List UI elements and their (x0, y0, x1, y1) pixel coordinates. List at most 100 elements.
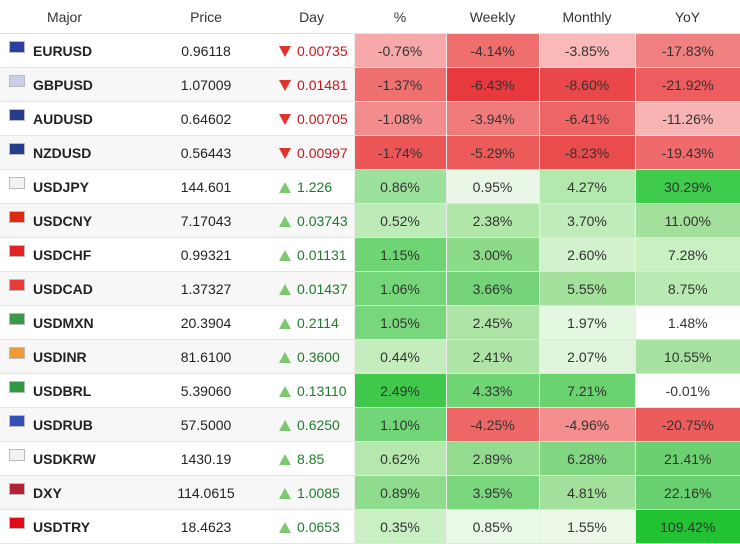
col-header-major[interactable]: Major (0, 0, 144, 34)
table-row[interactable]: USDCAD 1.37327 0.01437 1.06% 3.66% 5.55%… (0, 271, 740, 306)
col-header-price[interactable]: Price (143, 0, 270, 34)
down-triangle-icon (279, 114, 292, 126)
day-change-cell: 0.6250 (269, 407, 355, 442)
day-change-value: 0.00705 (297, 110, 348, 127)
price-cell: 0.56443 (143, 135, 270, 170)
yoy-change-cell: -0.01% (634, 373, 740, 408)
table-row[interactable]: USDMXN 20.3904 0.2114 1.05% 2.45% 1.97% … (0, 305, 740, 340)
price-cell: 1430.19 (143, 441, 270, 476)
down-triangle-icon (279, 46, 292, 58)
table-row[interactable]: USDCNY 7.17043 0.03743 0.52% 2.38% 3.70%… (0, 203, 740, 238)
symbol-cell[interactable]: NZDUSD (33, 135, 144, 170)
up-triangle-icon (279, 216, 292, 228)
au-flag-icon (8, 108, 25, 121)
symbol-cell[interactable]: AUDUSD (33, 101, 144, 136)
price-cell: 1.37327 (143, 271, 270, 306)
pct-change-cell: -1.74% (353, 135, 447, 170)
up-triangle-icon (279, 318, 292, 330)
price-cell: 0.96118 (143, 33, 270, 68)
symbol-cell[interactable]: USDKRW (33, 441, 144, 476)
day-change-value: 0.0653 (297, 518, 340, 535)
table-row[interactable]: USDINR 81.6100 0.3600 0.44% 2.41% 2.07% … (0, 339, 740, 374)
br-flag-icon (8, 380, 25, 393)
flag-cell (0, 237, 33, 272)
table-row[interactable]: NZDUSD 0.56443 0.00997 -1.74% -5.29% -8.… (0, 135, 740, 170)
day-change-value: 0.01481 (297, 76, 348, 93)
monthly-change-cell: 1.55% (538, 509, 636, 544)
symbol-cell[interactable]: USDCNY (33, 203, 144, 238)
symbol-cell[interactable]: EURUSD (33, 33, 144, 68)
monthly-change-cell: 5.55% (538, 271, 636, 306)
yoy-change-cell: -19.43% (634, 135, 740, 170)
symbol-cell[interactable]: USDINR (33, 339, 144, 374)
flag-cell (0, 33, 33, 68)
yoy-change-cell: -11.26% (634, 101, 740, 136)
table-row[interactable]: EURUSD 0.96118 0.00735 -0.76% -4.14% -3.… (0, 33, 740, 68)
down-triangle-icon (279, 148, 292, 160)
monthly-change-cell: -3.85% (538, 33, 636, 68)
symbol-cell[interactable]: GBPUSD (33, 67, 144, 102)
day-change-cell: 0.00735 (269, 33, 355, 68)
day-change-cell: 0.2114 (269, 305, 355, 340)
day-change-cell: 0.01481 (269, 67, 355, 102)
table-row[interactable]: USDRUB 57.5000 0.6250 1.10% -4.25% -4.96… (0, 407, 740, 442)
table-row[interactable]: GBPUSD 1.07009 0.01481 -1.37% -6.43% -8.… (0, 67, 740, 102)
day-change-value: 0.03743 (297, 212, 348, 229)
day-change-value: 0.6250 (297, 416, 340, 433)
table-row[interactable]: USDTRY 18.4623 0.0653 0.35% 0.85% 1.55% … (0, 509, 740, 544)
day-change-cell: 0.01437 (269, 271, 355, 306)
yoy-change-cell: 11.00% (634, 203, 740, 238)
monthly-change-cell: 2.60% (538, 237, 636, 272)
symbol-cell[interactable]: USDCHF (33, 237, 144, 272)
pct-change-cell: 0.44% (353, 339, 447, 374)
yoy-change-cell: 109.42% (634, 509, 740, 544)
day-change-cell: 0.01131 (269, 237, 355, 272)
col-header-day[interactable]: Day (269, 0, 355, 34)
col-header-weekly[interactable]: Weekly (446, 0, 540, 34)
monthly-change-cell: 1.97% (538, 305, 636, 340)
jp-flag-icon (8, 176, 25, 189)
up-triangle-icon (279, 182, 292, 194)
price-cell: 114.0615 (143, 475, 270, 510)
up-triangle-icon (279, 250, 292, 262)
pct-change-cell: 0.89% (353, 475, 447, 510)
pct-change-cell: -0.76% (353, 33, 447, 68)
yoy-change-cell: 10.55% (634, 339, 740, 374)
flag-cell (0, 407, 33, 442)
up-triangle-icon (279, 522, 292, 534)
table-row[interactable]: USDBRL 5.39060 0.13110 2.49% 4.33% 7.21%… (0, 373, 740, 408)
table-row[interactable]: AUDUSD 0.64602 0.00705 -1.08% -3.94% -6.… (0, 101, 740, 136)
up-triangle-icon (279, 352, 292, 364)
price-cell: 57.5000 (143, 407, 270, 442)
symbol-cell[interactable]: USDJPY (33, 169, 144, 204)
symbol-cell[interactable]: USDTRY (33, 509, 144, 544)
flag-cell (0, 373, 33, 408)
col-header-pct[interactable]: % (354, 0, 447, 34)
symbol-cell[interactable]: USDBRL (33, 373, 144, 408)
table-row[interactable]: DXY 114.0615 1.0085 0.89% 3.95% 4.81% 22… (0, 475, 740, 510)
price-cell: 20.3904 (143, 305, 270, 340)
symbol-cell[interactable]: DXY (33, 475, 144, 510)
day-change-cell: 0.03743 (269, 203, 355, 238)
day-change-value: 0.01131 (297, 246, 347, 263)
uk-flag-icon (8, 74, 25, 87)
pct-change-cell: 0.62% (353, 441, 447, 476)
yoy-change-cell: 7.28% (634, 237, 740, 272)
flag-cell (0, 271, 33, 306)
day-change-value: 0.01437 (297, 280, 348, 297)
col-header-monthly[interactable]: Monthly (539, 0, 636, 34)
price-cell: 81.6100 (143, 339, 270, 374)
table-row[interactable]: USDCHF 0.99321 0.01131 1.15% 3.00% 2.60%… (0, 237, 740, 272)
table-row[interactable]: USDJPY 144.601 1.226 0.86% 0.95% 4.27% 3… (0, 169, 740, 204)
monthly-change-cell: 2.07% (538, 339, 636, 374)
flag-cell (0, 101, 33, 136)
col-header-yoy[interactable]: YoY (635, 0, 740, 34)
symbol-cell[interactable]: USDCAD (33, 271, 144, 306)
pct-change-cell: 0.52% (353, 203, 447, 238)
symbol-cell[interactable]: USDMXN (33, 305, 144, 340)
price-cell: 7.17043 (143, 203, 270, 238)
price-cell: 144.601 (143, 169, 270, 204)
symbol-cell[interactable]: USDRUB (33, 407, 144, 442)
table-row[interactable]: USDKRW 1430.19 8.85 0.62% 2.89% 6.28% 21… (0, 441, 740, 476)
flag-cell (0, 441, 33, 476)
